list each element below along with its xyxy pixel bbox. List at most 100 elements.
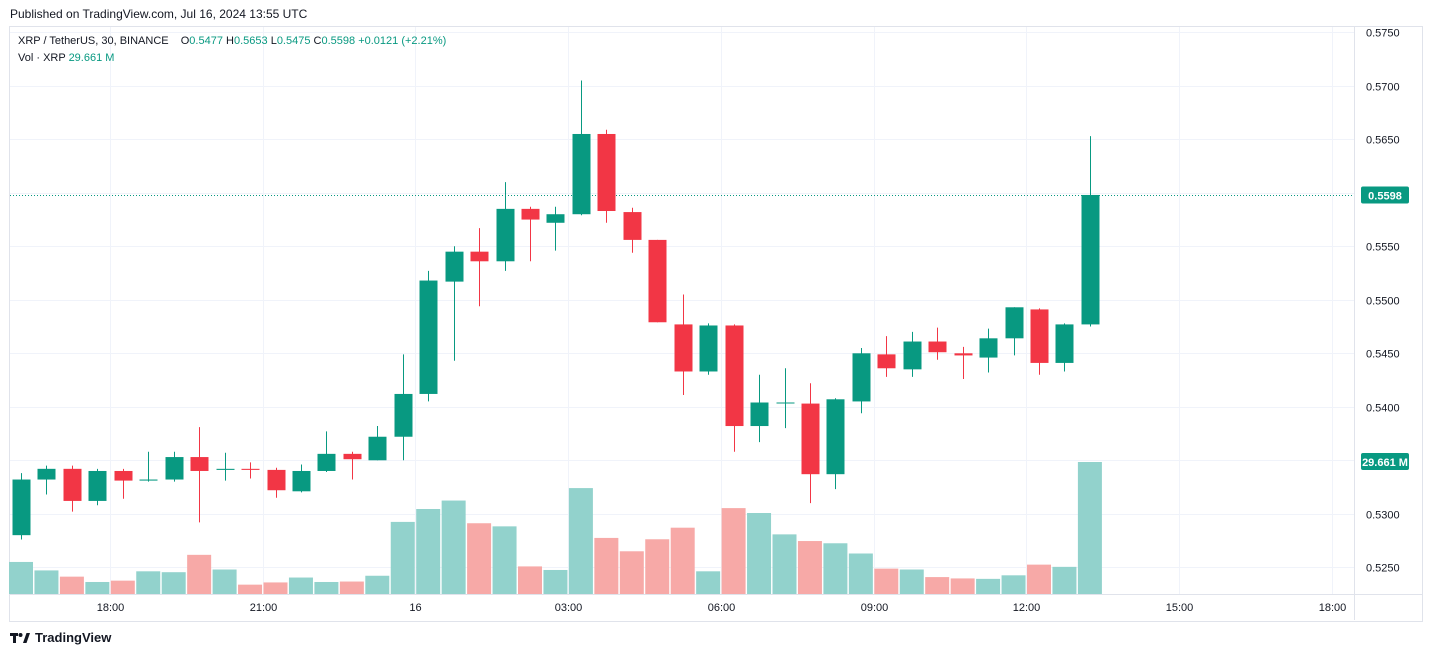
candle-body[interactable]	[826, 399, 845, 475]
candle-body[interactable]	[267, 469, 286, 491]
chart-frame[interactable]	[9, 26, 1423, 622]
volume-bar[interactable]	[848, 553, 873, 594]
candle-body[interactable]	[292, 470, 311, 492]
candle-body[interactable]	[699, 325, 718, 372]
volume-bar[interactable]	[543, 569, 568, 594]
volume-bar[interactable]	[721, 508, 746, 594]
candle-body[interactable]	[445, 251, 464, 282]
candle-body[interactable]	[572, 133, 591, 215]
candle-body[interactable]	[190, 457, 209, 471]
volume-bar[interactable]	[594, 537, 619, 594]
candle-body[interactable]	[903, 341, 922, 370]
volume-bar[interactable]	[670, 527, 695, 594]
volume-bar[interactable]	[390, 521, 415, 594]
volume-bar[interactable]	[645, 539, 670, 594]
volume-bar[interactable]	[288, 577, 313, 594]
volume-bar[interactable]	[441, 500, 466, 594]
candle-body[interactable]	[979, 338, 998, 358]
volume-label[interactable]: Vol · XRP	[18, 52, 66, 64]
candle-body[interactable]	[674, 324, 693, 372]
volume-bar[interactable]	[365, 575, 390, 594]
volume-bar[interactable]	[161, 572, 186, 594]
y-tick-label: 0.5700	[1366, 82, 1400, 94]
candle-body[interactable]	[165, 457, 184, 480]
candle-body[interactable]	[801, 403, 820, 475]
volume-bar[interactable]	[59, 576, 84, 594]
candle-body[interactable]	[63, 468, 82, 501]
candle-body[interactable]	[241, 468, 260, 470]
candle-body[interactable]	[750, 402, 769, 427]
candle-body[interactable]	[546, 214, 565, 223]
volume-bar[interactable]	[1077, 462, 1102, 594]
tradingview-logo[interactable]: TradingView	[10, 630, 111, 645]
volume-bar[interactable]	[339, 581, 364, 594]
volume-bar[interactable]	[136, 571, 161, 594]
volume-bar[interactable]	[899, 569, 924, 594]
volume-bar[interactable]	[314, 581, 339, 594]
x-tick-label: 09:00	[861, 602, 889, 614]
volume-bar[interactable]	[1001, 575, 1026, 594]
volume-bar[interactable]	[34, 570, 59, 594]
x-tick-label: 12:00	[1013, 602, 1041, 614]
candle-body[interactable]	[343, 453, 362, 460]
volume-bar[interactable]	[568, 488, 593, 594]
candle-body[interactable]	[877, 354, 896, 369]
candle-body[interactable]	[1005, 307, 1024, 339]
candle-body[interactable]	[521, 208, 540, 220]
open-label: O	[180, 35, 190, 47]
candle-body[interactable]	[928, 341, 947, 353]
candle-body[interactable]	[776, 402, 795, 404]
volume-bar[interactable]	[1052, 566, 1077, 594]
volume-bar[interactable]	[797, 541, 822, 594]
last-price-tag: 0.5598	[1368, 191, 1402, 203]
volume-bar[interactable]	[187, 554, 212, 594]
volume-bar[interactable]	[619, 551, 644, 594]
candle-body[interactable]	[317, 453, 336, 471]
candle-body[interactable]	[1081, 194, 1100, 325]
volume-bar[interactable]	[518, 566, 542, 594]
y-tick-label: 0.5500	[1366, 296, 1400, 308]
candle-body[interactable]	[496, 208, 515, 262]
symbol-label[interactable]: XRP / TetherUS, 30, BINANCE	[18, 35, 169, 47]
volume-bar[interactable]	[1027, 564, 1051, 594]
candle-body[interactable]	[37, 468, 56, 480]
candle-body[interactable]	[12, 479, 31, 536]
volume-bar[interactable]	[950, 578, 975, 594]
volume-bar[interactable]	[747, 513, 772, 594]
high-label: H	[226, 35, 234, 47]
volume-bar[interactable]	[467, 523, 492, 594]
volume-bar[interactable]	[772, 534, 797, 594]
volume-bar[interactable]	[874, 568, 899, 594]
volume-bar[interactable]	[263, 582, 288, 594]
candle-body[interactable]	[1030, 309, 1049, 363]
candle-body[interactable]	[139, 479, 158, 481]
volume-bar[interactable]	[416, 508, 441, 594]
volume-bar[interactable]	[976, 578, 1001, 594]
candle-body[interactable]	[852, 353, 871, 402]
candle-body[interactable]	[954, 353, 973, 356]
candle-body[interactable]	[623, 212, 642, 240]
volume-bar[interactable]	[9, 561, 33, 594]
candle-body[interactable]	[725, 325, 744, 427]
volume-bar[interactable]	[823, 543, 848, 594]
candle-body[interactable]	[648, 239, 667, 323]
volume-bar[interactable]	[110, 580, 135, 594]
volume-bar[interactable]	[925, 577, 950, 594]
candle-body[interactable]	[114, 470, 133, 481]
candle-body[interactable]	[394, 393, 413, 437]
candle-body[interactable]	[419, 280, 438, 394]
candle-body[interactable]	[368, 436, 387, 461]
candle-body[interactable]	[1055, 324, 1074, 363]
volume-bar[interactable]	[212, 569, 237, 594]
candle-body[interactable]	[470, 251, 489, 262]
volume-bar[interactable]	[696, 571, 721, 594]
volume-bar[interactable]	[85, 581, 110, 594]
volume-bar[interactable]	[238, 584, 263, 594]
x-tick-label: 03:00	[555, 602, 583, 614]
candle-body[interactable]	[216, 468, 235, 470]
candle-body[interactable]	[88, 470, 107, 501]
last-volume-tag: 29.661 M	[1362, 457, 1408, 469]
candle-body[interactable]	[597, 133, 616, 212]
volume-bar[interactable]	[492, 526, 517, 594]
